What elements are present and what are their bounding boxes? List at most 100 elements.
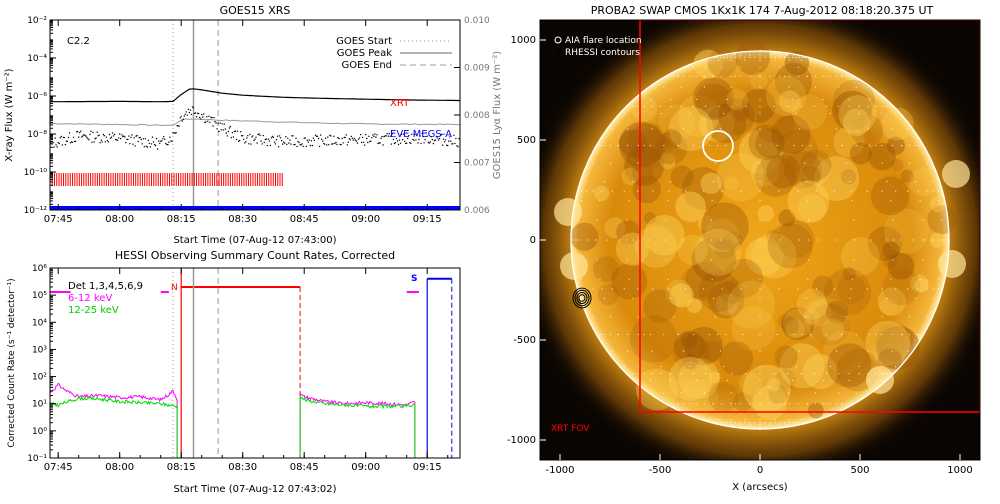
goes-short-channel-point — [121, 134, 123, 136]
goes-short-channel-point — [217, 122, 219, 125]
goes-short-channel-point — [224, 128, 226, 130]
dark-region — [812, 275, 834, 297]
grid-point — [813, 373, 816, 375]
grid-point — [759, 54, 761, 56]
grid-point — [849, 181, 851, 183]
grid-point — [797, 66, 800, 68]
goes-short-channel-point — [457, 146, 459, 148]
rhessi-contours — [572, 287, 592, 309]
grid-point — [599, 200, 601, 202]
grid-point — [649, 333, 652, 336]
grid-point — [855, 392, 857, 394]
goes-short-channel-point — [443, 141, 446, 143]
goes-short-channel-point — [90, 130, 92, 132]
grid-point — [643, 105, 645, 107]
grid-point — [730, 59, 732, 61]
grid-point — [926, 162, 928, 164]
grid-point — [848, 379, 851, 382]
goes-short-channel-point — [300, 144, 302, 146]
goes-short-channel-point — [218, 130, 220, 133]
grid-point — [788, 419, 790, 421]
grid-point — [848, 98, 851, 101]
goes-short-channel-point — [298, 141, 300, 144]
grid-point — [851, 278, 854, 280]
grid-point — [759, 105, 761, 107]
goes-short-channel-point — [285, 136, 287, 138]
dark-region — [630, 315, 678, 363]
bright-region — [877, 287, 907, 316]
goes-short-channel-point — [444, 139, 447, 141]
grid-point — [637, 379, 639, 382]
grid-point — [788, 86, 790, 88]
goes-short-channel-point — [275, 139, 278, 141]
x-tick-label: 07:45 — [44, 214, 73, 225]
goes-short-channel-point — [352, 139, 355, 141]
dark-region — [708, 282, 745, 319]
goes-short-channel-point — [370, 140, 372, 142]
bright-region — [757, 205, 775, 222]
grid-point — [682, 75, 685, 77]
dark-region — [722, 231, 743, 252]
grid-point — [850, 190, 852, 192]
goes-short-channel-point — [219, 122, 221, 124]
goes-short-channel-point — [420, 142, 422, 145]
bright-region — [659, 153, 676, 169]
bright-region — [802, 354, 838, 390]
goes-short-channel-point — [226, 135, 228, 137]
grid-point — [875, 105, 877, 107]
grid-point — [853, 239, 856, 241]
grid-point — [749, 424, 751, 426]
grid-point — [649, 144, 652, 147]
grid-point — [664, 239, 667, 241]
grid-point — [725, 144, 727, 147]
goes-short-channel-point — [199, 116, 201, 119]
goes-short-channel-point — [294, 143, 296, 146]
grid-point — [651, 128, 653, 130]
grid-point — [881, 144, 883, 147]
goes-short-channel-point — [312, 137, 315, 139]
bright-region — [881, 107, 914, 141]
grid-point — [731, 54, 733, 56]
grid-point — [714, 316, 716, 318]
dark-region — [849, 142, 872, 165]
goes-short-channel-point — [191, 106, 194, 108]
bright-region — [821, 318, 844, 341]
rhessi-contour — [578, 294, 586, 302]
grid-point — [689, 365, 691, 368]
grid-point — [609, 333, 612, 336]
grid-point — [580, 190, 583, 192]
grid-point — [627, 333, 629, 336]
goes-short-channel-point — [437, 139, 440, 141]
goes-short-channel-point — [396, 140, 399, 142]
grid-point — [810, 59, 812, 61]
grid-point — [749, 403, 751, 405]
grid-point — [710, 259, 713, 261]
grid-point — [721, 75, 723, 77]
y-tick-label: 500 — [517, 135, 536, 146]
grid-point — [922, 259, 924, 261]
goes-short-channel-point — [318, 145, 321, 148]
grid-point — [669, 75, 671, 77]
goes-short-channel-point — [330, 135, 332, 137]
x-axis-label: Start Time (07-Aug-12 07:43:02) — [173, 484, 336, 495]
grid-point — [667, 200, 669, 202]
x-tick-label: -1000 — [545, 465, 574, 476]
goes-short-channel-point — [246, 137, 248, 139]
dark-region — [766, 229, 780, 244]
grid-point — [652, 190, 654, 192]
grid-point — [627, 128, 629, 130]
grid-point — [805, 181, 808, 183]
grid-point — [637, 98, 639, 101]
goes-short-channel-point — [358, 137, 361, 139]
y-tick-label: 10⁻² — [27, 16, 47, 26]
goes-short-channel-point — [77, 131, 79, 133]
dark-region — [707, 48, 738, 78]
goes-short-channel-point — [436, 137, 439, 139]
grid-point — [726, 98, 728, 101]
grid-point — [759, 86, 761, 88]
goes-short-channel-point — [265, 138, 267, 140]
goes-short-channel-point — [113, 133, 116, 136]
goes-short-channel-point — [184, 113, 186, 115]
grid-point — [744, 422, 746, 424]
grid-point — [783, 403, 786, 405]
